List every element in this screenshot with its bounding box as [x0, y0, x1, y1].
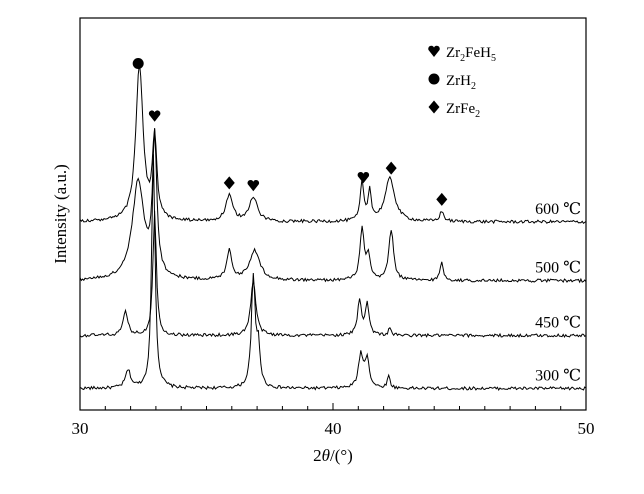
- legend-label-part: FeH: [465, 45, 491, 61]
- diamond-peak-marker: [385, 161, 397, 175]
- legend-subscript: 5: [491, 53, 496, 64]
- x-tick-label: 50: [578, 419, 595, 438]
- y-axis-title: Intensity (a.u.): [51, 164, 70, 264]
- legend-subscript: 2: [460, 53, 465, 64]
- series-label: 300 ℃: [535, 367, 581, 384]
- x-axis-title-symbol: θ: [322, 446, 330, 465]
- series-line: [79, 128, 587, 284]
- series-label: 600 ℃: [535, 201, 581, 218]
- series-line: [79, 210, 587, 339]
- series-line: [79, 154, 587, 392]
- series-group: [79, 63, 587, 392]
- x-axis-title-part: 2: [313, 446, 322, 465]
- legend-subscript: 2: [475, 109, 480, 120]
- legend-label-part: ZrH: [446, 73, 471, 89]
- x-tick-label: 30: [72, 419, 89, 438]
- x-axis-title-unit: /(°): [330, 446, 353, 465]
- legend-heart-icon: [428, 45, 440, 57]
- legend-label: ZrH2: [446, 73, 476, 92]
- peak-markers: [132, 57, 448, 206]
- series-labels: 300 ℃ 450 ℃ 500 ℃ 600 ℃: [535, 201, 581, 385]
- heart-peak-marker: [247, 179, 260, 192]
- x-tick-label: 40: [325, 419, 342, 438]
- legend-label-part: ZrFe: [446, 101, 476, 117]
- x-ticks: [79, 403, 587, 410]
- heart-peak-marker: [148, 110, 161, 122]
- heart-peak-marker: [357, 171, 370, 184]
- legend-label: Zr2FeH5: [446, 45, 496, 64]
- x-axis-title: 2θ/(°): [313, 446, 353, 465]
- legend-label-part: Zr: [446, 45, 460, 61]
- legend-subscript: 2: [471, 81, 476, 92]
- plot-frame: [79, 17, 587, 411]
- series-line: [79, 63, 587, 225]
- diamond-peak-marker: [436, 192, 448, 206]
- legend-label: ZrFe2: [446, 101, 480, 120]
- x-tick-labels: 30 40 50: [72, 419, 595, 438]
- series-label: 450 ℃: [535, 315, 581, 332]
- series-label: 500 ℃: [535, 260, 581, 277]
- legend-circle-icon: [428, 73, 440, 85]
- legend-diamond-icon: [428, 100, 440, 114]
- diamond-peak-marker: [223, 176, 235, 190]
- circle-peak-marker: [132, 57, 144, 69]
